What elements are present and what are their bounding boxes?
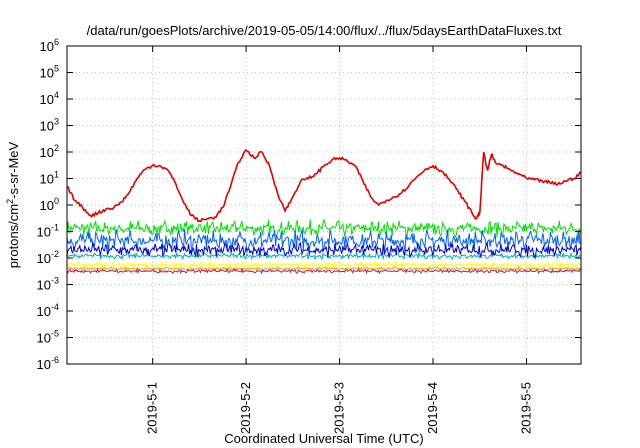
series-line bbox=[66, 259, 582, 270]
y-axis: 10-6 10-5 10-4 10-3 10-2 10-1 100 101 102 103 104 1… bbox=[37, 37, 581, 372]
series-line bbox=[66, 266, 582, 272]
series-line bbox=[66, 267, 582, 275]
series-line bbox=[66, 218, 582, 239]
series-line bbox=[66, 241, 582, 259]
y-tick-label: 103 bbox=[40, 117, 59, 134]
x-tick-label: 2019-5-2 bbox=[238, 382, 253, 434]
y-tick-label: 10-1 bbox=[37, 223, 59, 240]
y-tick-label: 100 bbox=[40, 196, 59, 213]
x-tick-label: 2019-5-5 bbox=[518, 382, 533, 434]
y-tick-label: 10-6 bbox=[37, 355, 59, 372]
y-tick-label: 105 bbox=[40, 64, 59, 81]
series-line-primary bbox=[66, 148, 582, 223]
y-tick-label: 102 bbox=[40, 143, 59, 160]
x-axis-label: Coordinated Universal Time (UTC) bbox=[224, 431, 423, 446]
y-tick-label: 106 bbox=[40, 37, 59, 54]
y-tick-label: 101 bbox=[40, 170, 59, 187]
y-tick-label: 10-3 bbox=[37, 276, 59, 293]
grid bbox=[67, 46, 581, 364]
chart-title: /data/run/goesPlots/archive/2019-05-05/1… bbox=[87, 23, 562, 38]
x-tick-label: 2019-5-1 bbox=[145, 382, 160, 434]
y-tick-label: 10-2 bbox=[37, 249, 59, 266]
y-tick-label: 10-5 bbox=[37, 329, 59, 346]
x-tick-label: 2019-5-3 bbox=[332, 382, 347, 434]
y-tick-label: 10-4 bbox=[37, 302, 59, 319]
x-tick-label: 2019-5-4 bbox=[425, 382, 440, 434]
series-line bbox=[66, 229, 582, 254]
x-axis: 2019-5-1 2019-5-2 2019-5-3 2019-5-4 2019-5-5 bbox=[145, 46, 533, 434]
y-axis-label: protons/cm2-s-sr-MeV bbox=[5, 141, 21, 268]
data-series bbox=[66, 148, 582, 275]
y-tick-label: 104 bbox=[40, 90, 59, 107]
